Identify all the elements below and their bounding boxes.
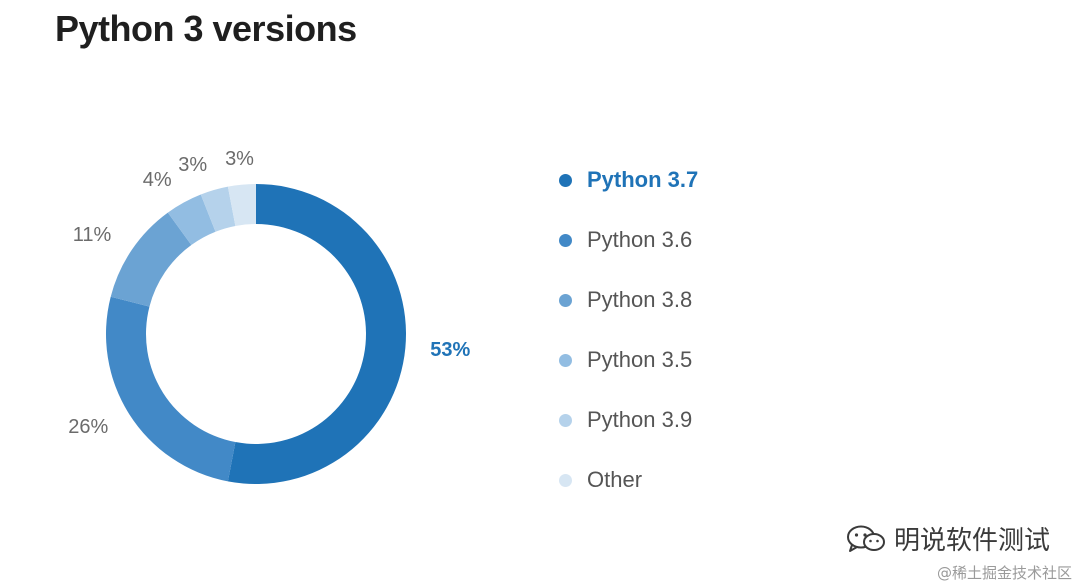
donut-chart: 53% 26% 11% 4% 3% 3% xyxy=(68,148,470,484)
watermark-text: 明说软件测试 xyxy=(893,526,1050,556)
legend-item[interactable]: Python 3.7 xyxy=(555,150,698,210)
donut-slice[interactable] xyxy=(200,186,236,232)
legend-swatch xyxy=(559,353,572,367)
donut-slices xyxy=(105,184,407,484)
legend-swatch xyxy=(559,293,572,307)
legend-label: Python 3.9 xyxy=(587,407,693,432)
legend-swatch xyxy=(559,413,572,427)
donut-slice[interactable] xyxy=(105,296,236,482)
donut-slice[interactable] xyxy=(227,184,256,226)
slice-label: 11% xyxy=(73,224,112,246)
donut-slice[interactable] xyxy=(227,184,407,484)
legend-item[interactable]: Python 3.9 xyxy=(555,390,698,450)
legend-label: Python 3.7 xyxy=(587,167,699,192)
source-mark: @稀土掘金技术社区 xyxy=(936,564,1072,582)
legend-label: Other xyxy=(587,467,643,492)
slice-labels: 53% 26% 11% 4% 3% 3% xyxy=(68,148,470,438)
slice-label: 26% xyxy=(68,416,108,438)
slice-label: 3% xyxy=(225,148,254,170)
watermark: 明说软件测试 xyxy=(846,520,1050,557)
legend-item[interactable]: Python 3.8 xyxy=(555,270,698,330)
legend-item[interactable]: Python 3.5 xyxy=(555,330,698,390)
legend-label: Python 3.8 xyxy=(587,287,693,312)
legend: Python 3.7 Python 3.6 Python 3.8 Python 3.5… xyxy=(555,150,698,510)
legend-label: Python 3.5 xyxy=(587,347,693,372)
chart-title: Python 3 versions xyxy=(55,8,357,49)
legend-swatch xyxy=(559,233,572,247)
slice-label: 4% xyxy=(143,169,172,191)
legend-item[interactable]: Other xyxy=(555,450,698,510)
slice-label: 3% xyxy=(178,154,207,176)
legend-swatch xyxy=(559,173,572,187)
donut-slice[interactable] xyxy=(167,194,216,246)
legend-swatch xyxy=(559,473,572,487)
donut-slice[interactable] xyxy=(110,212,192,307)
legend-label: Python 3.6 xyxy=(587,227,693,252)
slice-label: 53% xyxy=(430,339,470,361)
legend-item[interactable]: Python 3.6 xyxy=(555,210,698,270)
wechat-icon xyxy=(846,525,885,552)
